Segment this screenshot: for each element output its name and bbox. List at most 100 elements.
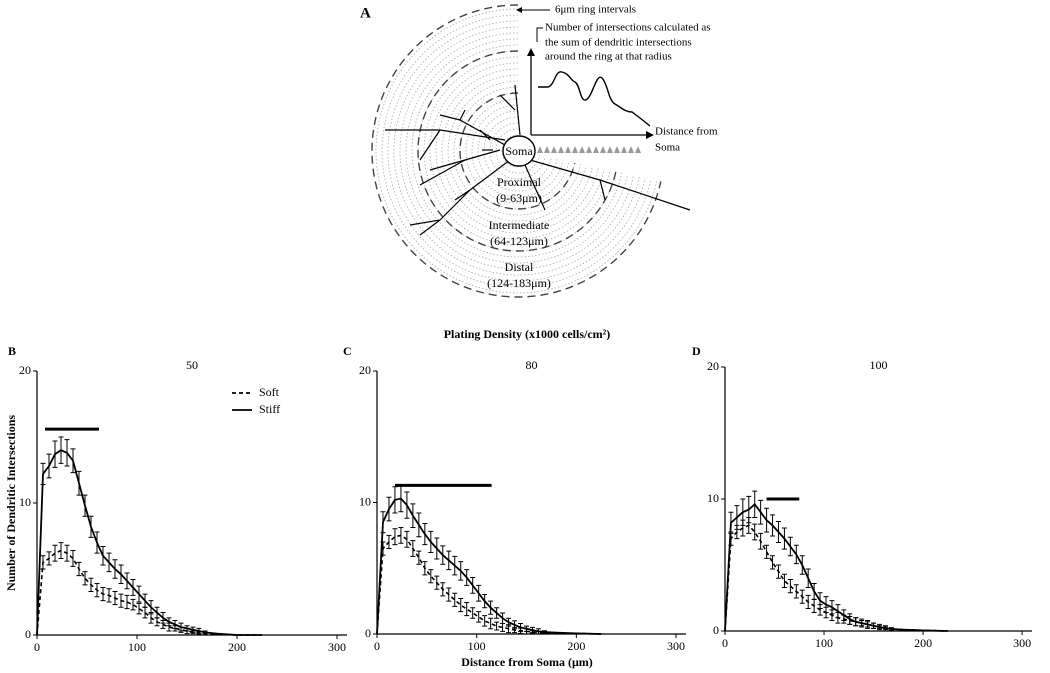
dendrite: [479, 129, 491, 141]
ring-marker: [628, 146, 634, 153]
error-bar: [458, 597, 464, 613]
error-bar: [118, 564, 124, 585]
error-bar: [64, 544, 70, 562]
ring-note: 6μm ring intervals: [555, 4, 636, 16]
error-bar: [787, 579, 793, 594]
dendrite: [524, 164, 546, 211]
error-bar: [770, 555, 776, 570]
error-bar: [428, 530, 434, 553]
axis-note: Soma: [655, 142, 680, 154]
x-tick-label: 0: [374, 639, 380, 653]
error-bar: [94, 531, 100, 554]
axis-note: Distance from: [655, 126, 718, 138]
chart-title: 100: [870, 358, 888, 372]
error-bar: [118, 593, 124, 608]
dendrite: [454, 189, 471, 201]
y-tick-label: 10: [19, 495, 31, 509]
ring: [495, 128, 540, 174]
error-bar: [196, 627, 202, 635]
x-tick-label: 200: [567, 639, 585, 653]
inset-curve: [538, 71, 651, 127]
error-bar: [770, 514, 776, 537]
x-tick-label: 0: [34, 640, 40, 654]
error-bar: [70, 550, 76, 567]
error-bar: [446, 587, 452, 602]
ring: [387, 20, 646, 282]
error-bar: [775, 520, 781, 544]
x-axis-label: Distance from Soma (μm): [461, 655, 593, 669]
error-bar: [758, 499, 764, 525]
x-tick-label: 0: [722, 636, 728, 650]
error-bar: [512, 620, 518, 630]
series-line: [36, 549, 262, 636]
region-name: Proximal: [497, 175, 542, 189]
error-bar: [811, 598, 817, 614]
error-bar: [380, 511, 386, 534]
soma-label: Soma: [505, 144, 533, 158]
error-bar: [94, 583, 100, 598]
y-tick-label: 20: [707, 359, 719, 373]
error-bar: [136, 602, 142, 615]
error-bar: [112, 559, 118, 579]
error-bar: [404, 530, 410, 548]
x-tick-label: 300: [667, 639, 685, 653]
error-bar: [40, 555, 46, 570]
error-bar: [440, 582, 446, 597]
error-bar: [166, 617, 172, 627]
error-bar: [476, 584, 482, 602]
y-tick-label: 0: [713, 623, 719, 637]
error-bar: [482, 615, 488, 627]
series-line: [36, 449, 262, 636]
dendrite: [499, 94, 516, 111]
y-tick-label: 20: [19, 363, 31, 377]
ring-marker: [621, 146, 627, 153]
series-line: [724, 524, 948, 632]
ring-marker: [544, 146, 550, 153]
error-bar: [106, 588, 112, 603]
ring: [483, 116, 552, 186]
error-bar: [46, 453, 52, 479]
error-bar: [775, 564, 781, 579]
error-bar: [52, 440, 58, 468]
error-bar: [142, 606, 148, 619]
error-bar: [124, 594, 130, 610]
x-tick-label: 300: [1013, 636, 1031, 650]
error-bar: [529, 626, 535, 634]
y-tick-label: 0: [365, 626, 371, 640]
error-bar: [799, 589, 805, 604]
error-bar: [482, 594, 488, 609]
error-bar: [752, 523, 758, 541]
error-bar: [148, 600, 154, 615]
error-bar: [440, 545, 446, 565]
error-bar: [88, 577, 94, 592]
error-bar: [64, 439, 70, 467]
error-bar: [428, 569, 434, 584]
error-bar: [740, 498, 746, 526]
error-bar: [130, 579, 136, 596]
error-bar: [52, 544, 58, 562]
error-bar: [488, 600, 494, 615]
ring: [471, 104, 564, 198]
error-bar: [805, 568, 811, 588]
error-bar: [88, 515, 94, 538]
error-bar: [392, 528, 398, 546]
pointer: [536, 27, 543, 42]
ring-marker: [593, 146, 599, 153]
legend-label: Stiff: [259, 402, 280, 416]
series-line: [724, 502, 948, 632]
legend-label: Soft: [259, 385, 280, 399]
dendrite: [419, 219, 441, 236]
error-bar: [58, 436, 64, 464]
panel-label: D: [692, 344, 701, 358]
soma: [502, 135, 536, 167]
error-bar: [829, 600, 835, 615]
error-bar: [506, 617, 512, 627]
ring: [435, 68, 599, 234]
error-bar: [416, 512, 422, 538]
error-bar: [70, 448, 76, 474]
error-bar: [106, 552, 112, 573]
error-bar: [410, 540, 416, 557]
error-bar: [882, 625, 888, 632]
x-tick-label: 200: [228, 640, 246, 654]
error-bar: [888, 627, 894, 631]
